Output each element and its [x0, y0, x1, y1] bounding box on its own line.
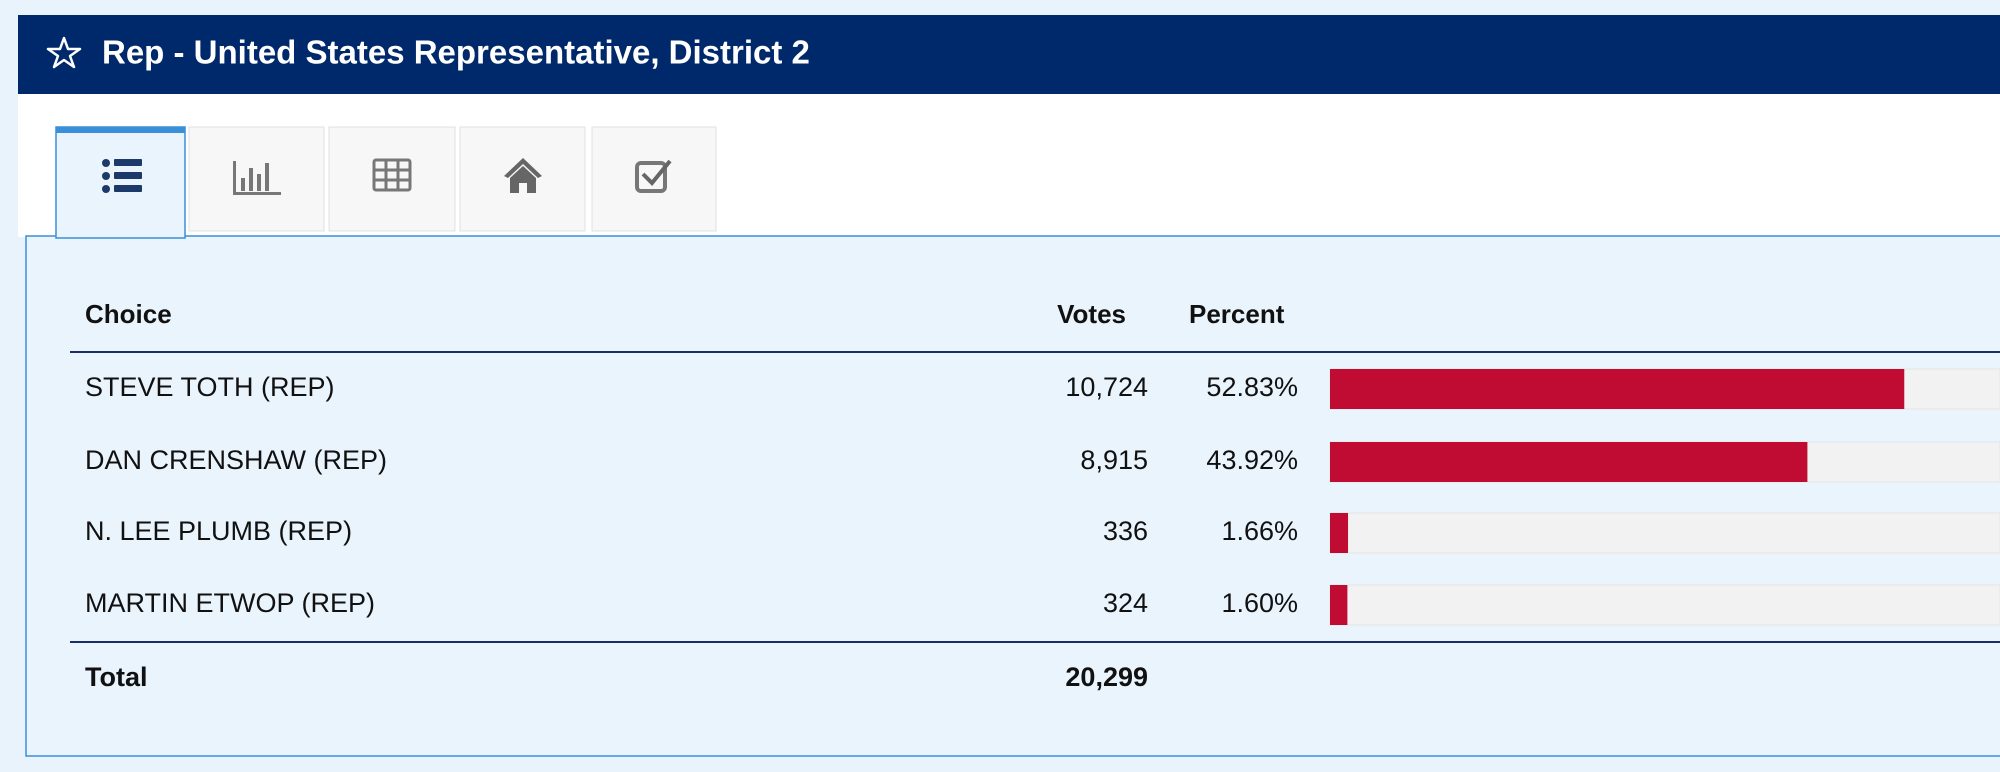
bar-track	[1329, 512, 2000, 554]
votes: 324	[1103, 588, 1148, 618]
votes: 8,915	[1080, 445, 1148, 475]
column-header: Votes	[1057, 299, 1126, 329]
tab-chart[interactable]	[188, 126, 325, 232]
icon-grid	[372, 158, 412, 192]
favorite-star[interactable]	[46, 36, 82, 69]
choice-name: DAN CRENSHAW (REP)	[85, 445, 387, 475]
percent-bar	[1330, 442, 1808, 482]
percent-bar	[1330, 369, 1905, 409]
votes: 336	[1103, 516, 1148, 546]
tab-active-indicator	[56, 127, 185, 133]
column-header: Percent	[1189, 299, 1285, 329]
contest-title: Rep - United States Representative, Dist…	[102, 34, 810, 71]
percent: 52.83%	[1206, 372, 1298, 402]
icon-home	[504, 158, 542, 193]
percent-bar	[1330, 513, 1349, 553]
percent: 1.66%	[1221, 516, 1298, 546]
icon-bar-chart	[233, 161, 281, 195]
bar-track	[1329, 584, 2000, 626]
percent-bar	[1330, 585, 1348, 625]
tabs	[55, 126, 717, 239]
tab-list-active[interactable]	[55, 126, 186, 239]
choice-name: STEVE TOTH (REP)	[85, 372, 335, 402]
column-header: Choice	[85, 299, 172, 329]
percent: 1.60%	[1221, 588, 1298, 618]
total-votes: 20,299	[1065, 662, 1148, 692]
total-label: Total	[85, 662, 148, 692]
icon-checkbox	[635, 159, 672, 193]
header-bar	[18, 15, 2000, 94]
votes: 10,724	[1065, 372, 1148, 402]
percent: 43.92%	[1206, 445, 1298, 475]
content-panel	[25, 235, 2000, 757]
choice-name: N. LEE PLUMB (REP)	[85, 516, 352, 546]
choice-name: MARTIN ETWOP (REP)	[85, 588, 375, 618]
icon-list	[102, 159, 142, 193]
